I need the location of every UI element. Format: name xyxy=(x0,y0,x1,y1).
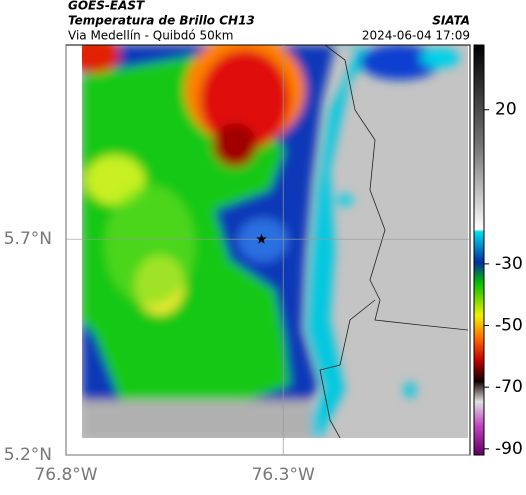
colorbar-tick-label: -70 xyxy=(495,377,523,397)
satellite: GOES-EAST xyxy=(68,0,145,13)
colorbar-tick-label: -30 xyxy=(495,254,523,274)
y-tick-label: 5.2°N xyxy=(4,445,52,465)
x-tick-label: 76.3°W xyxy=(252,465,315,485)
colorbar-tick-label: -50 xyxy=(495,316,523,336)
y-tick-label: 5.7°N xyxy=(4,229,52,249)
source: SIATA xyxy=(432,14,470,28)
location-marker xyxy=(256,233,267,244)
subtitle: Via Medellín - Quibdó 50km xyxy=(68,29,233,43)
colorbar-tick-label: 20 xyxy=(495,100,517,120)
title: Temperatura de Brillo CH13 xyxy=(68,14,255,28)
colorbar-tick-label: -90 xyxy=(495,439,523,459)
satellite-image xyxy=(82,45,468,438)
colorbar xyxy=(473,44,485,456)
x-tick-label: 76.8°W xyxy=(34,465,97,485)
datetime: 2024-06-04 17:09 xyxy=(362,29,470,43)
